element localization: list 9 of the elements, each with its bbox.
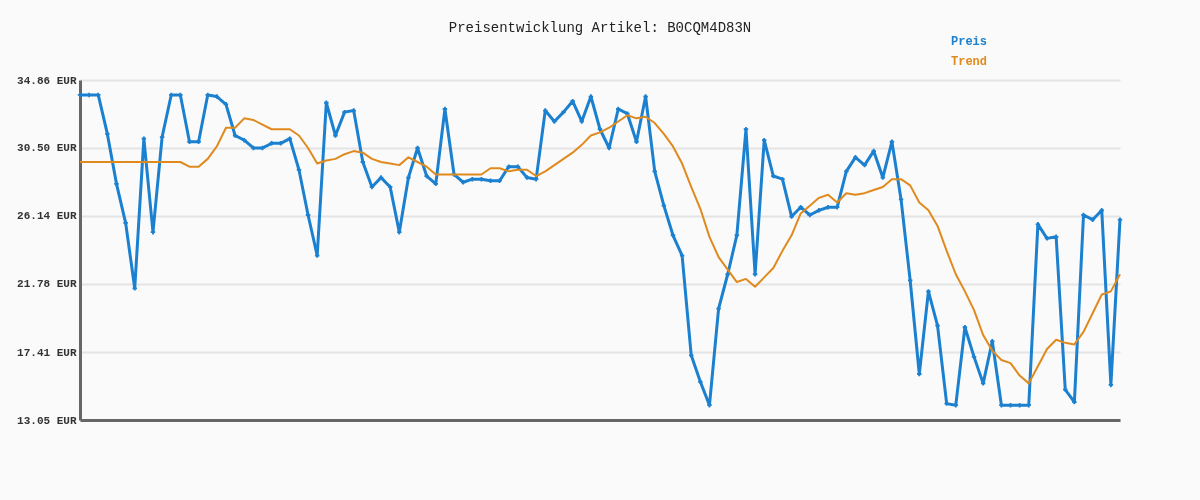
text: Trend bbox=[951, 55, 988, 69]
y-tick-label: 30.50 EUR bbox=[17, 142, 77, 155]
y-tick-label: 26.14 EUR bbox=[17, 210, 77, 223]
chart-title: Preisentwicklung Artikel: B0CQM4D83N bbox=[448, 20, 752, 36]
y-tick-label: 21.78 EUR bbox=[17, 278, 77, 291]
text: Preis bbox=[951, 35, 988, 49]
y-tick-label: 17.41 EUR bbox=[17, 346, 77, 359]
y-tick-label: 34.86 EUR bbox=[17, 74, 77, 87]
y-tick-label: 13.05 EUR bbox=[17, 414, 77, 427]
